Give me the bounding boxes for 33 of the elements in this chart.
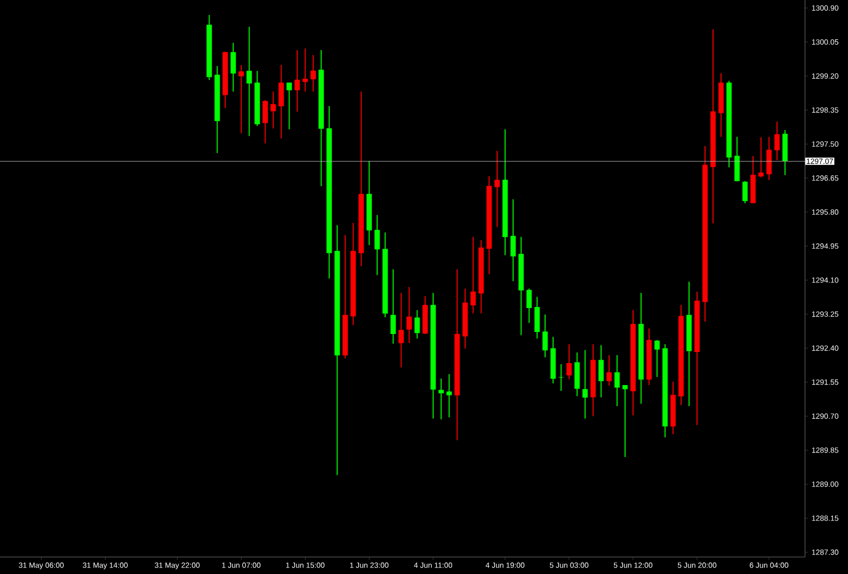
candlestick <box>310 54 316 92</box>
candlestick <box>390 268 396 344</box>
candlestick <box>238 64 244 134</box>
candlestick <box>742 180 748 204</box>
candlestick <box>654 340 660 378</box>
candlestick <box>582 350 588 420</box>
candlestick <box>246 26 252 137</box>
candlestick <box>566 344 572 380</box>
candlestick <box>230 42 236 92</box>
candlestick <box>470 236 476 314</box>
candlestick <box>286 82 292 130</box>
candlestick <box>526 288 532 324</box>
candlestick <box>398 292 404 368</box>
candlestick <box>374 214 380 276</box>
candlestick <box>542 314 548 358</box>
candlestick <box>406 286 412 344</box>
candlestick <box>278 64 284 139</box>
candlestick <box>438 378 444 420</box>
candlestick <box>774 121 780 161</box>
candlestick <box>558 364 564 392</box>
candlestick <box>494 150 500 228</box>
candlestick <box>262 100 268 144</box>
candlestick <box>510 198 516 282</box>
candlestick <box>414 310 420 340</box>
candlestick <box>614 354 620 407</box>
candlestick <box>622 384 628 458</box>
candlestick <box>606 354 612 386</box>
candlestick <box>302 48 308 92</box>
candlestick <box>446 374 452 418</box>
candlestick <box>294 50 300 112</box>
candlestick <box>598 344 604 398</box>
candlestick <box>758 136 764 178</box>
candlestick <box>270 91 276 129</box>
